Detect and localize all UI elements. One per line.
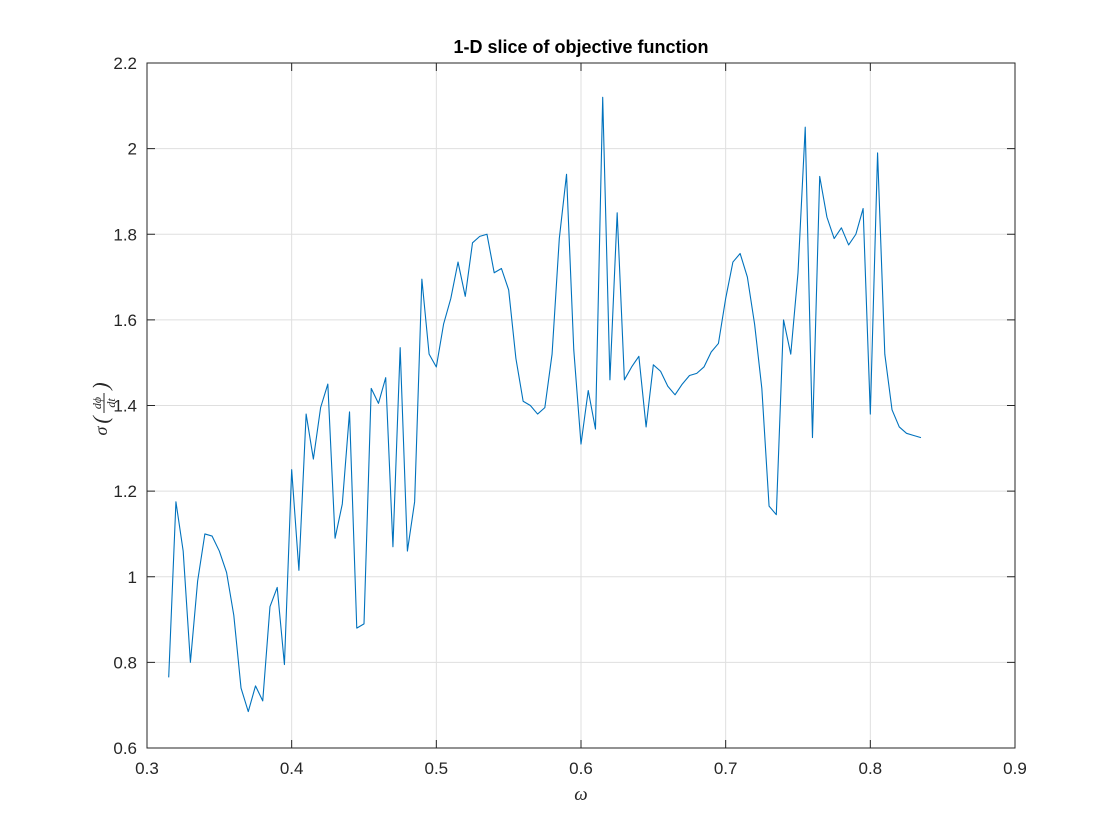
y-tick-label: 0.6 bbox=[113, 739, 137, 758]
y-tick-label: 2 bbox=[128, 140, 137, 159]
grid-lines bbox=[147, 63, 1015, 748]
x-tick-label: 0.3 bbox=[135, 759, 159, 778]
x-tick-label: 0.5 bbox=[425, 759, 449, 778]
y-axis-label: σ ( dϕ dt ) bbox=[88, 382, 118, 435]
y-tick-label: 1.2 bbox=[113, 482, 137, 501]
y-tick-label: 1 bbox=[128, 568, 137, 587]
y-tick-label: 2.2 bbox=[113, 54, 137, 73]
x-tick-label: 0.9 bbox=[1003, 759, 1027, 778]
y-axis-label-numerator: dϕ bbox=[90, 397, 104, 409]
tick-marks bbox=[146, 62, 1016, 749]
y-axis-label-denominator: dt bbox=[104, 398, 118, 408]
x-tick-label: 0.4 bbox=[280, 759, 304, 778]
series-line-group bbox=[168, 96, 922, 713]
x-tick-label: 0.8 bbox=[859, 759, 883, 778]
series-line bbox=[168, 96, 922, 713]
x-axis-label: ω bbox=[574, 784, 587, 805]
y-tick-label: 1.8 bbox=[113, 225, 137, 244]
y-axis-label-prefix: σ bbox=[91, 425, 111, 435]
y-tick-label: 1.4 bbox=[113, 397, 137, 416]
y-axis-label-paren-close: ) bbox=[88, 382, 113, 391]
chart-title: 1-D slice of objective function bbox=[453, 37, 708, 57]
y-tick-labels: 0.6 0.8 1 1.2 1.4 1.6 1.8 2 2.2 bbox=[113, 54, 137, 758]
x-tick-label: 0.6 bbox=[569, 759, 593, 778]
y-tick-label: 0.8 bbox=[113, 653, 137, 672]
x-tick-label: 0.7 bbox=[714, 759, 738, 778]
y-tick-label: 1.6 bbox=[113, 311, 137, 330]
x-tick-labels: 0.3 0.4 0.5 0.6 0.7 0.8 0.9 bbox=[135, 759, 1027, 778]
y-axis-label-paren-open: ( bbox=[88, 415, 113, 424]
